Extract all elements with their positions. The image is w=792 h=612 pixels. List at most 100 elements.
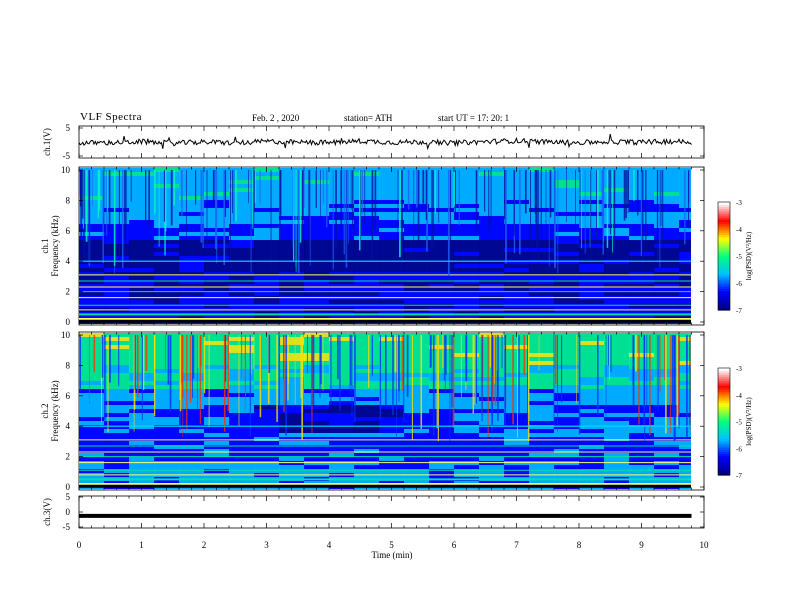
spectrogram-cell xyxy=(129,465,155,469)
spectrogram-cell xyxy=(129,204,155,208)
spectrogram-cell xyxy=(154,361,180,365)
spectrogram-cell xyxy=(554,393,580,397)
ch2-colorbar-segment xyxy=(718,374,730,378)
spectrogram-cell xyxy=(454,457,480,461)
spectrogram-cell xyxy=(604,409,630,413)
spectrogram-cell xyxy=(504,276,530,280)
spectrogram-cell xyxy=(204,357,230,361)
spectrogram-cell xyxy=(154,192,180,196)
y-tick-label: 0 xyxy=(66,482,71,492)
spectrogram-cell xyxy=(454,449,480,453)
ch1-colorbar-tick-label: -5 xyxy=(736,253,742,261)
spectrogram-cell xyxy=(679,413,691,417)
spectrogram-cell xyxy=(379,337,405,341)
spectrogram-cell xyxy=(204,417,230,421)
spectrogram-cell xyxy=(554,433,580,437)
spectrogram-cell xyxy=(504,341,530,345)
spectrogram-cell xyxy=(379,284,405,288)
spectrogram-cell xyxy=(604,437,630,441)
spectrogram-cell xyxy=(679,280,691,284)
spectrogram-cell xyxy=(404,248,430,252)
spectrogram-cell xyxy=(429,304,455,308)
spectrogram-cell xyxy=(179,345,205,349)
spectrogram-cell xyxy=(429,417,455,421)
spectrogram-cell xyxy=(179,337,205,341)
spectrogram-cell xyxy=(129,232,155,236)
spectrogram-cell xyxy=(254,192,280,196)
spectrogram-cell xyxy=(579,300,605,304)
spectrogram-cell xyxy=(454,429,480,433)
ch2-colorbar-segment xyxy=(718,440,730,444)
spectrogram-cell xyxy=(129,228,155,232)
spectrogram-cell xyxy=(154,272,180,276)
spectrogram-cell xyxy=(329,433,355,437)
spectrogram-cell xyxy=(354,345,380,349)
spectrogram-cell xyxy=(579,453,605,457)
spectrogram-cell xyxy=(504,349,530,353)
spectrogram-cell xyxy=(579,176,605,180)
ch1-colorbar-segment xyxy=(718,284,730,287)
spectrogram-cell xyxy=(104,453,130,457)
spectrogram-cell xyxy=(379,216,405,220)
spectrogram-cell xyxy=(629,413,655,417)
spectrogram-cell xyxy=(154,381,180,385)
spectrogram-cell xyxy=(504,176,530,180)
spectrogram-cell xyxy=(204,264,230,268)
spectrogram-cell xyxy=(504,385,530,389)
spectrogram-cell xyxy=(354,168,380,172)
spectrogram-cell xyxy=(354,224,380,228)
spectrogram-cell xyxy=(179,381,205,385)
spectrogram-cell xyxy=(654,405,680,409)
spectrogram-cell xyxy=(529,449,555,453)
spectrogram-cell xyxy=(279,228,305,232)
spectrogram-cell xyxy=(479,212,505,216)
spectrogram-cell xyxy=(379,228,405,232)
spectrogram-cell xyxy=(454,469,480,473)
spectrogram-cell xyxy=(279,393,305,397)
spectrogram-cell xyxy=(229,457,255,461)
spectrogram-cell xyxy=(454,393,480,397)
spectrogram-cell xyxy=(529,345,555,349)
spectrogram-cell xyxy=(304,449,330,453)
ch1-colorbar-segment xyxy=(718,290,730,294)
spectrogram-cell xyxy=(154,212,180,216)
spectrogram-cell xyxy=(179,252,205,256)
spectrogram-cell xyxy=(129,393,155,397)
spectrogram-cell xyxy=(254,425,280,429)
spectrogram-cell xyxy=(204,365,230,369)
ch1-colorbar-segment xyxy=(718,299,730,302)
spectrogram-cell xyxy=(379,357,405,361)
spectrogram-cell xyxy=(179,292,205,296)
spectrogram-cell xyxy=(654,192,680,196)
spectrogram-cell xyxy=(129,208,155,212)
spectrogram-cell xyxy=(329,441,355,445)
ch2-colorbar-segment xyxy=(718,425,730,429)
spectrogram-cell xyxy=(254,248,280,252)
spectrogram-cell xyxy=(354,421,380,425)
spectrogram-cell xyxy=(254,264,280,268)
spectrogram-cell xyxy=(554,276,580,280)
spectrogram-cell xyxy=(504,224,530,228)
spectrogram-cell xyxy=(354,337,380,341)
spectrogram-cell xyxy=(229,425,255,429)
spectrogram-cell xyxy=(679,425,691,429)
spectrogram-cell xyxy=(304,240,330,244)
spectrogram-cell xyxy=(254,208,280,212)
ch1-colorbar-segment xyxy=(718,227,730,231)
spectrogram-cell xyxy=(529,397,555,401)
spectrogram-cell xyxy=(529,457,555,461)
spectrogram-cell xyxy=(579,204,605,208)
spectrogram-cell xyxy=(679,417,691,421)
spectrogram-cell xyxy=(79,284,105,288)
spectrogram-cell xyxy=(479,292,505,296)
spectrogram-cell xyxy=(304,469,330,473)
spectrogram-cell xyxy=(79,188,105,192)
ch2-colorbar-segment xyxy=(718,470,730,474)
spectrogram-cell xyxy=(329,457,355,461)
spectrogram-cell xyxy=(404,288,430,292)
spectrogram-cell xyxy=(629,445,655,449)
spectrogram-cell xyxy=(679,449,691,453)
spectrogram-cell xyxy=(454,196,480,200)
spectrogram-cell xyxy=(154,200,180,204)
spectrogram-cell xyxy=(429,236,455,240)
